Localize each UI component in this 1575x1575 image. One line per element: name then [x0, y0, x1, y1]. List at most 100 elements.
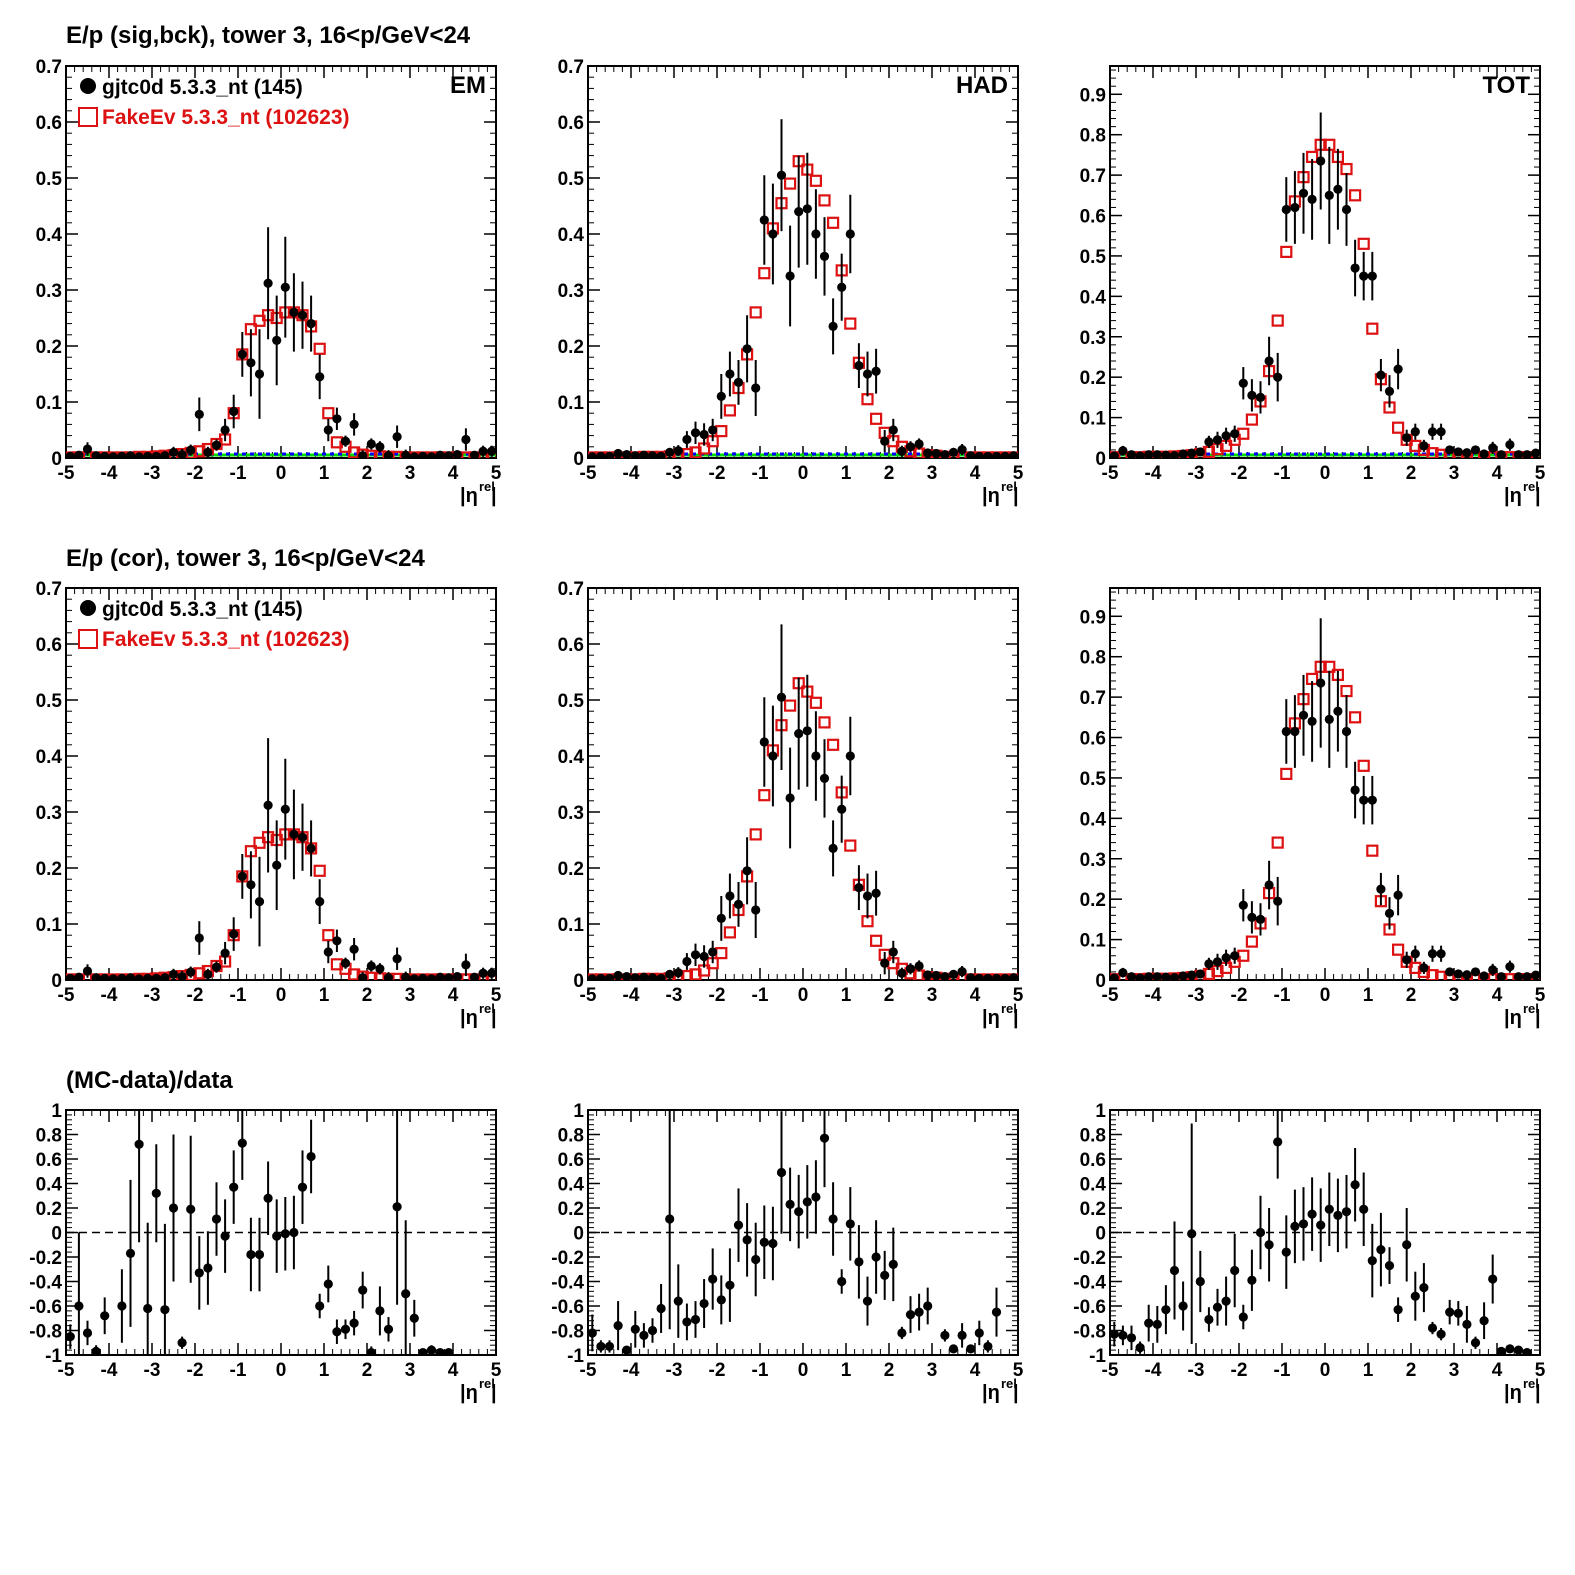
x-axis-label-end: |: [1013, 1382, 1019, 1404]
data-point: [1152, 972, 1162, 980]
data-point: [1161, 450, 1171, 458]
data-point: [1359, 1204, 1369, 1214]
data-point: [733, 1220, 744, 1230]
y-tick-label: 0.5: [36, 691, 63, 712]
data-point: [828, 843, 838, 854]
data-point: [665, 447, 675, 457]
data-point: [461, 960, 471, 970]
data-point: [1135, 973, 1145, 980]
mc-point: [356, 970, 369, 980]
data-point: [828, 321, 838, 331]
data-point: [229, 406, 239, 417]
data-point: [716, 913, 726, 924]
data-point: [1410, 1291, 1420, 1301]
data-point: [1204, 959, 1214, 969]
x-tick-label: 1: [319, 985, 330, 1006]
data-point: [1255, 914, 1266, 924]
data-point: [613, 1321, 623, 1331]
x-tick-label: 2: [1406, 463, 1417, 484]
data-point: [768, 751, 778, 761]
data-point: [751, 905, 761, 915]
legend-mc-marker: [78, 629, 98, 649]
panel-tag: TOT: [1482, 72, 1530, 99]
y-tick-label: 0.2: [1080, 890, 1106, 911]
data-point: [263, 278, 273, 288]
data-point: [254, 369, 265, 379]
data-point: [1298, 1219, 1309, 1229]
y-tick-label: 0: [51, 449, 62, 470]
data-point: [1110, 451, 1119, 458]
y-tick-label: -1: [45, 1346, 62, 1367]
x-tick-label: 2: [884, 1360, 895, 1381]
data-point: [1522, 972, 1532, 980]
data-point: [1427, 1323, 1438, 1333]
x-tick-label: 2: [362, 1360, 373, 1381]
mc-point: [844, 839, 857, 852]
data-point: [409, 1313, 419, 1323]
data-point: [91, 973, 101, 980]
data-point: [966, 451, 976, 458]
x-tick-label: -5: [1102, 985, 1119, 1006]
y-tick-label: 0.7: [1080, 688, 1106, 709]
x-tick-label: -3: [666, 985, 683, 1006]
panel-ratio-em: -5 -4 -3 -2 -1 0 1 2 3 4 5 |η rel| -1 -0.8 -0.6 -0.4 -0.2…: [29, 1101, 501, 1404]
data-point: [1341, 726, 1352, 737]
data-point: [1195, 1276, 1205, 1287]
x-tick-label: 2: [1406, 1360, 1417, 1381]
data-point: [452, 450, 462, 458]
x-tick-label: 3: [405, 1360, 416, 1381]
x-tick-label: 3: [405, 463, 416, 484]
y-tick-label: 0.3: [1080, 850, 1106, 871]
x-axis-label-end: |: [1013, 485, 1019, 507]
data-point: [117, 1301, 127, 1311]
data-point: [220, 425, 230, 435]
x-tick-label: 1: [1363, 463, 1374, 484]
data-point: [1135, 451, 1145, 458]
data-point: [854, 361, 864, 371]
data-point: [708, 947, 718, 957]
data-point: [613, 970, 623, 980]
data-point: [776, 170, 787, 180]
data-point: [931, 970, 941, 980]
x-tick-label: -5: [58, 985, 75, 1006]
data-point: [125, 973, 136, 980]
mc-point: [818, 194, 831, 207]
data-point: [1384, 908, 1395, 918]
y-tick-label: -0.2: [1073, 1248, 1106, 1269]
x-tick-label: -4: [1145, 985, 1162, 1006]
data-point: [229, 929, 239, 939]
data-point: [1161, 972, 1171, 980]
y-tick-label: 0.2: [36, 859, 62, 880]
data-point: [1505, 440, 1515, 450]
data-point: [1505, 1344, 1515, 1354]
data-point: [1230, 1265, 1240, 1276]
data-point: [819, 1133, 830, 1143]
data-point: [82, 1328, 93, 1338]
data-point: [392, 954, 402, 964]
panel-ratio-had: -5 -4 -3 -2 -1 0 1 2 3 4 5 |η rel| -1 -0.8 -0.6 -0.4 -0.2…: [551, 1101, 1023, 1404]
plot-area: [1110, 1110, 1532, 1355]
data-point: [785, 793, 795, 803]
row-title-ratio: (MC-data)/data: [66, 1067, 233, 1094]
data-point: [125, 451, 136, 458]
data-point: [1367, 1256, 1377, 1266]
y-tick-label: 0.8: [36, 1126, 62, 1147]
x-tick-label: 3: [1449, 463, 1460, 484]
data-point: [871, 888, 881, 898]
mc-point: [783, 699, 797, 712]
panel-sigbck-tot: -5 -4 -3 -2 -1 0 1 2 3 4 5 |η rel| 0 0.1 0.2 0.3 0.4 0.5 0.…: [1080, 65, 1546, 507]
y-tick-label: -0.8: [551, 1322, 584, 1343]
data-point: [151, 973, 161, 980]
data-point: [596, 1341, 606, 1352]
x-tick-label: 5: [1013, 985, 1024, 1006]
y-tick-label: 0.1: [36, 393, 63, 414]
data-point: [656, 973, 666, 980]
x-tick-label: 0: [1320, 463, 1331, 484]
mc-point: [809, 696, 823, 709]
mc-point: [826, 216, 840, 229]
mc-point: [1366, 844, 1379, 857]
y-tick-label: 0.5: [558, 169, 585, 190]
y-tick-label: 0: [573, 971, 584, 992]
data-point: [1462, 448, 1472, 458]
data-point: [289, 307, 299, 317]
